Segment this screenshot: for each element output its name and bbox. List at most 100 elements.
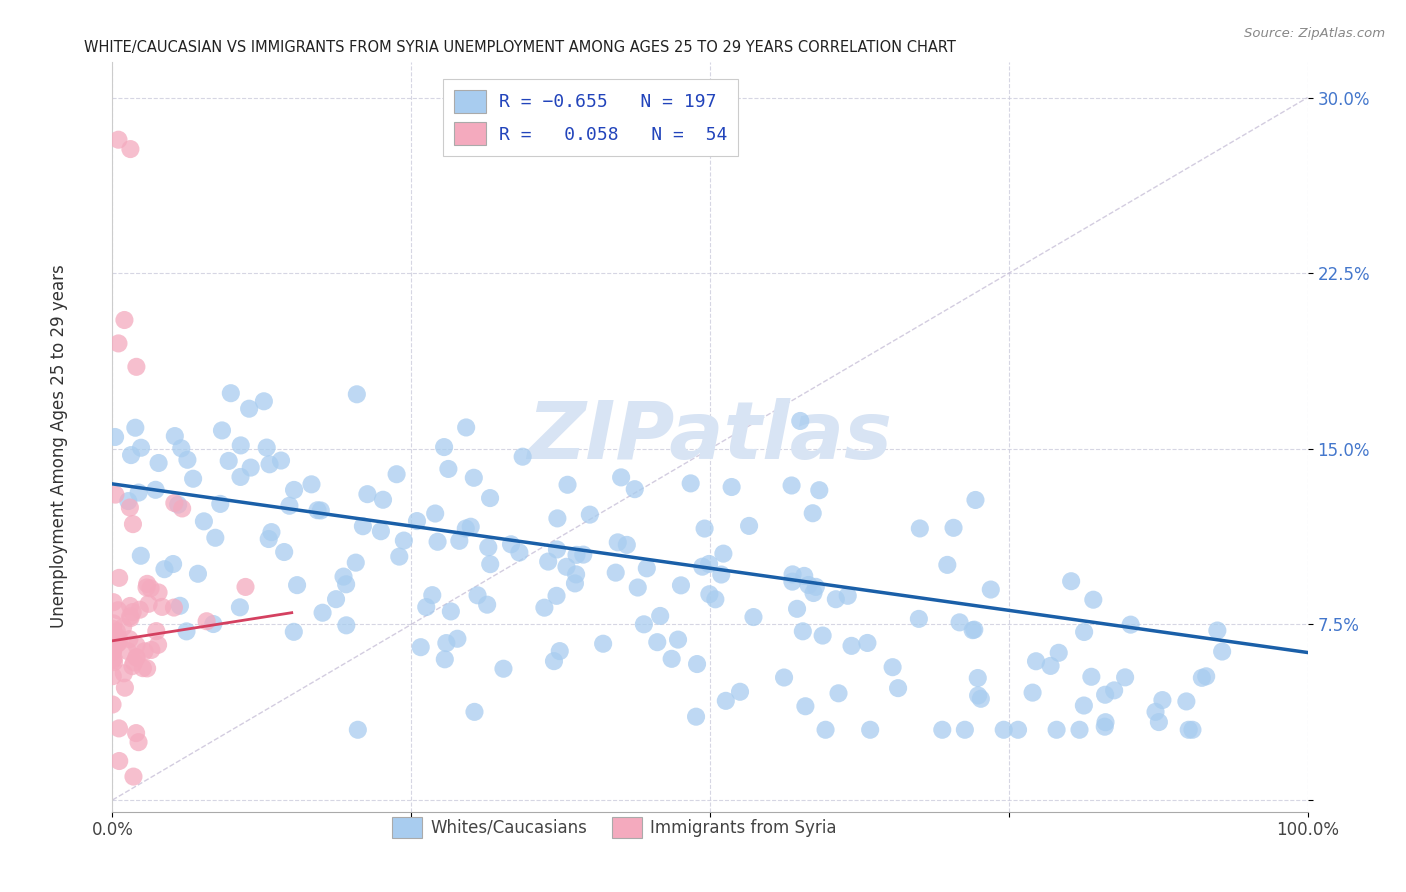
Point	[669, 578, 692, 592]
Point	[138, 597, 160, 611]
Point	[256, 441, 278, 455]
Point	[370, 524, 392, 539]
Point	[104, 487, 127, 501]
Point	[797, 578, 820, 592]
Point	[307, 503, 329, 517]
Point	[101, 633, 124, 648]
Point	[260, 525, 283, 540]
Point	[118, 500, 141, 515]
Point	[606, 535, 628, 549]
Point	[1094, 720, 1116, 734]
Point	[508, 545, 530, 559]
Point	[804, 580, 827, 594]
Point	[128, 735, 150, 749]
Point	[125, 638, 148, 652]
Point	[176, 624, 198, 639]
Point	[134, 644, 156, 658]
Text: WHITE/CAUCASIAN VS IMMIGRANTS FROM SYRIA UNEMPLOYMENT AMONG AGES 25 TO 29 YEARS : WHITE/CAUCASIAN VS IMMIGRANTS FROM SYRIA…	[84, 40, 956, 55]
Point	[1021, 685, 1043, 699]
Point	[211, 424, 233, 438]
Point	[253, 394, 276, 409]
Point	[623, 482, 645, 496]
Point	[163, 600, 186, 615]
Point	[811, 629, 834, 643]
Point	[239, 460, 262, 475]
Point	[195, 614, 218, 628]
Point	[107, 636, 129, 650]
Point	[163, 496, 186, 510]
Point	[278, 499, 301, 513]
Point	[309, 503, 332, 517]
Point	[388, 549, 411, 564]
Point	[204, 531, 226, 545]
Point	[135, 581, 157, 595]
Point	[477, 541, 499, 555]
Point	[150, 599, 173, 614]
Point	[129, 441, 152, 455]
Point	[433, 652, 456, 666]
Point	[146, 638, 169, 652]
Point	[145, 483, 167, 497]
Point	[605, 566, 627, 580]
Point	[103, 643, 125, 657]
Point	[627, 581, 650, 595]
Point	[1025, 654, 1047, 668]
Point	[209, 497, 232, 511]
Point	[117, 494, 139, 508]
Point	[467, 588, 489, 602]
Point	[786, 602, 808, 616]
Point	[1177, 723, 1199, 737]
Point	[229, 600, 252, 615]
Point	[1175, 694, 1198, 708]
Point	[1060, 574, 1083, 589]
Point	[479, 491, 502, 505]
Point	[966, 671, 988, 685]
Point	[352, 519, 374, 533]
Point	[101, 643, 124, 657]
Point	[114, 313, 135, 327]
Point	[120, 448, 142, 462]
Point	[325, 592, 347, 607]
Point	[118, 632, 141, 647]
Point	[1083, 592, 1105, 607]
Point	[773, 671, 796, 685]
Point	[114, 681, 136, 695]
Point	[257, 532, 280, 546]
Point	[103, 651, 125, 665]
Point	[132, 661, 155, 675]
Point	[645, 635, 668, 649]
Point	[856, 636, 879, 650]
Point	[616, 538, 638, 552]
Point	[953, 723, 976, 737]
Point	[699, 587, 721, 601]
Point	[121, 605, 143, 619]
Point	[122, 517, 145, 532]
Point	[859, 723, 882, 737]
Point	[425, 507, 447, 521]
Point	[710, 567, 733, 582]
Point	[942, 521, 965, 535]
Point	[101, 653, 124, 667]
Point	[557, 477, 579, 491]
Point	[125, 726, 148, 740]
Point	[792, 624, 814, 639]
Point	[782, 567, 804, 582]
Point	[936, 558, 959, 572]
Point	[565, 567, 588, 582]
Point	[122, 770, 145, 784]
Point	[167, 498, 190, 512]
Point	[153, 562, 176, 576]
Point	[808, 483, 831, 498]
Point	[1181, 723, 1204, 737]
Text: Source: ZipAtlas.com: Source: ZipAtlas.com	[1244, 27, 1385, 40]
Point	[148, 456, 170, 470]
Point	[129, 549, 152, 563]
Point	[533, 600, 555, 615]
Point	[685, 709, 707, 723]
Point	[713, 547, 735, 561]
Point	[460, 520, 482, 534]
Point	[463, 705, 485, 719]
Point	[108, 632, 131, 647]
Point	[176, 452, 198, 467]
Point	[285, 578, 308, 592]
